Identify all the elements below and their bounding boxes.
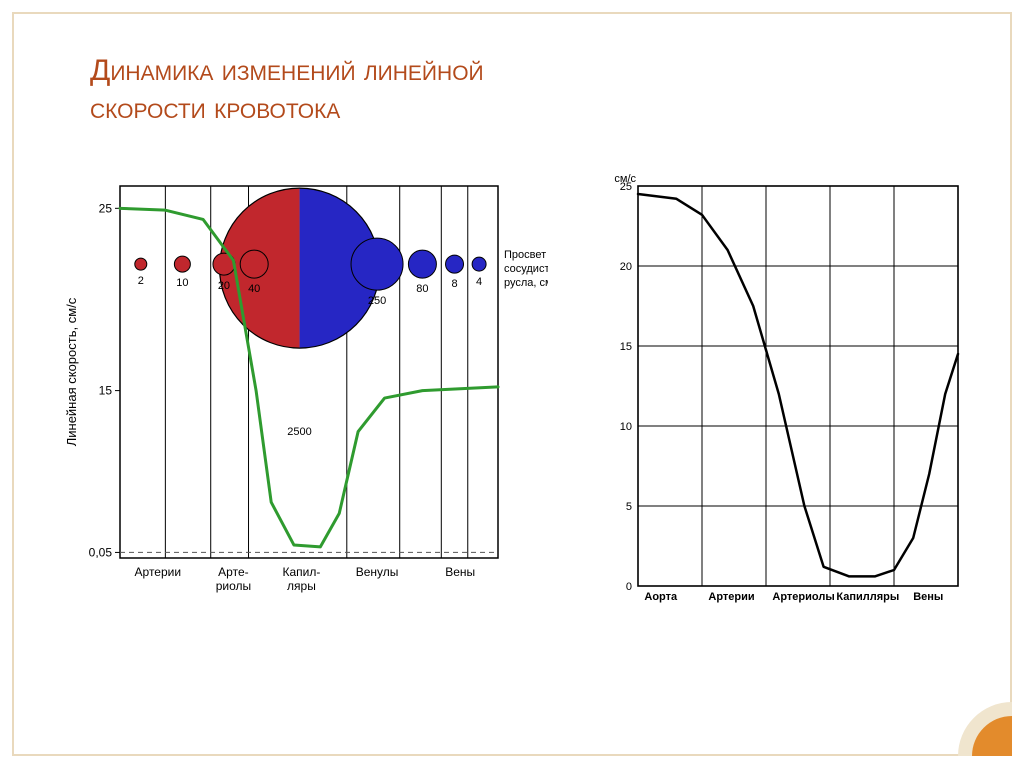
svg-text:Вены: Вены xyxy=(445,565,475,579)
chart-right-svg: см/с2520151050АортаАртерииАртериолыКапил… xyxy=(598,168,980,628)
svg-text:2500: 2500 xyxy=(287,426,311,438)
svg-text:риолы: риолы xyxy=(216,579,251,593)
svg-text:Капилляры: Капилляры xyxy=(836,591,899,603)
svg-text:20: 20 xyxy=(620,261,632,273)
chart-left: 25 15 0,05 Линейная скорость, см/с 2500 250 80… xyxy=(58,168,548,628)
corner-accent xyxy=(958,702,1012,756)
svg-text:Артерии: Артерии xyxy=(135,565,182,579)
svg-text:Арте-: Арте- xyxy=(218,565,248,579)
chart-right: см/с2520151050АортаАртерииАртериолыКапил… xyxy=(598,168,980,628)
svg-text:Вены: Вены xyxy=(913,591,943,603)
svg-text:Линейная скорость, см/с: Линейная скорость, см/с xyxy=(64,297,79,446)
svg-text:Капил-: Капил- xyxy=(283,565,321,579)
chart-left-svg: 25 15 0,05 Линейная скорость, см/с 2500 250 80… xyxy=(58,168,548,628)
svg-text:8: 8 xyxy=(451,278,457,290)
title-line2: скорости кровотока xyxy=(90,92,340,125)
svg-text:10: 10 xyxy=(620,421,632,433)
svg-text:ляры: ляры xyxy=(287,579,316,593)
svg-text:Аорта: Аорта xyxy=(644,591,678,603)
svg-text:250: 250 xyxy=(368,295,386,307)
svg-text:80: 80 xyxy=(416,283,428,295)
svg-text:0: 0 xyxy=(626,581,632,593)
svg-text:25: 25 xyxy=(99,201,113,215)
svg-text:5: 5 xyxy=(626,501,632,513)
svg-text:2: 2 xyxy=(138,275,144,287)
svg-text:русла, см²: русла, см² xyxy=(504,277,548,289)
svg-text:4: 4 xyxy=(476,276,482,288)
svg-text:Артерии: Артерии xyxy=(708,591,754,603)
svg-text:10: 10 xyxy=(176,277,188,289)
svg-text:Венулы: Венулы xyxy=(356,565,399,579)
svg-text:0,05: 0,05 xyxy=(89,545,113,559)
svg-text:сосудистого: сосудистого xyxy=(504,263,548,275)
svg-text:Артериолы: Артериолы xyxy=(772,591,834,603)
slide-title: Динамика изменений линейной скорости кро… xyxy=(90,52,964,127)
svg-text:20: 20 xyxy=(218,280,230,292)
svg-text:25: 25 xyxy=(620,181,632,193)
svg-text:15: 15 xyxy=(620,341,632,353)
slide: Динамика изменений линейной скорости кро… xyxy=(0,0,1024,768)
svg-text:Просвет: Просвет xyxy=(504,249,546,261)
svg-text:40: 40 xyxy=(248,283,260,295)
title-line1: Динамика изменений линейной xyxy=(90,54,484,87)
svg-text:15: 15 xyxy=(99,384,113,398)
